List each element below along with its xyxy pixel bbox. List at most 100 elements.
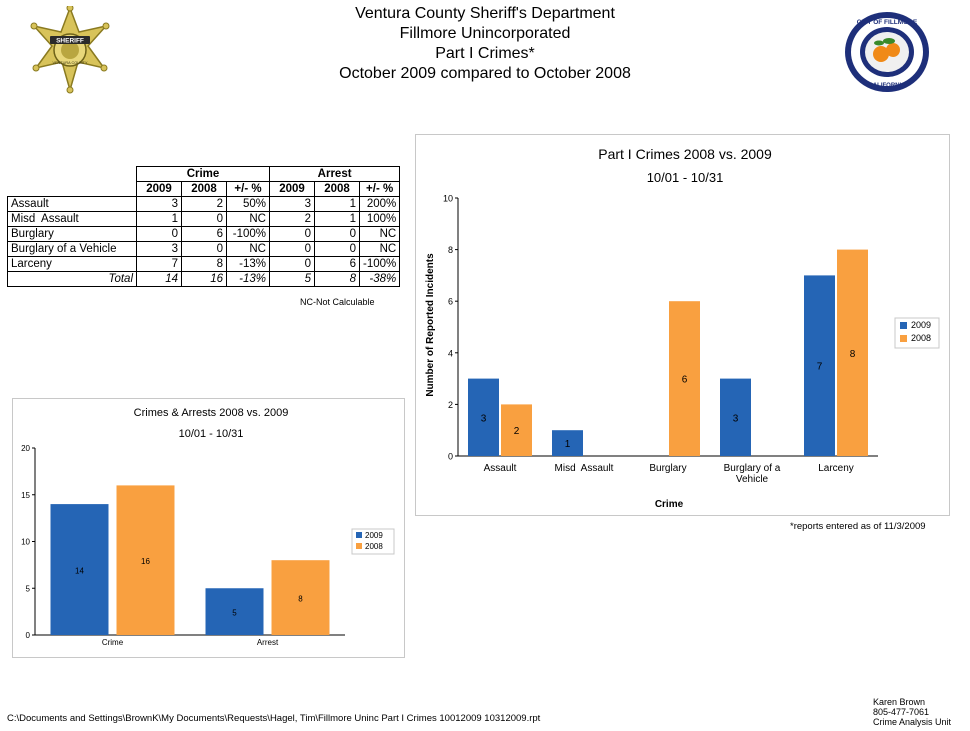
footer-file-path: C:\Documents and Settings\BrownK\My Docu… (7, 713, 541, 724)
table-row: Burglary of a Vehicle 3 0 NC 0 0 NC (7, 241, 401, 257)
y-tick-label: 20 (21, 444, 30, 453)
table-cell: 0 (269, 256, 315, 272)
table-cell: 0 (136, 226, 182, 242)
legend-label-2008: 2008 (911, 333, 931, 343)
table-cell: 0 (314, 226, 360, 242)
legend-swatch-2009 (356, 532, 362, 538)
y-tick-label: 0 (448, 452, 453, 462)
table-cell: 8 (181, 256, 227, 272)
table-row: Assault 3 2 50% 3 1 200% (7, 196, 401, 212)
bar-2009-4 (720, 378, 751, 456)
x-tick-label: Crime (102, 638, 124, 647)
table-row: Misd Assault 1 0 NC 2 1 100% (7, 211, 401, 227)
bar-2008-3 (669, 301, 700, 456)
report-header: Ventura County Sheriff's Department Fill… (230, 4, 740, 84)
header-line-2: Fillmore Unincorporated (399, 25, 571, 42)
chart-y-axis-label: Number of Reported Incidents (425, 253, 436, 397)
bar-value-label: 6 (682, 375, 688, 386)
table-cell: 100% (358, 211, 401, 227)
crimes-arrests-chart-svg: Crimes & Arrests 2008 vs. 2009 10/01 - 1… (21, 407, 395, 647)
table-cell: 6 (314, 256, 360, 272)
legend-label-2009: 2009 (365, 531, 383, 540)
table-cell: 0 (314, 241, 360, 257)
seal-top-text: CITY OF FILLMORE (857, 19, 918, 26)
table-cell: NC (358, 241, 401, 257)
table-cell: -38% (358, 271, 401, 287)
table-cell: 7 (136, 256, 182, 272)
table-sub-header: 2008 (314, 181, 360, 197)
table-cell: -13% (226, 271, 270, 287)
y-tick-label: 6 (448, 297, 453, 307)
y-tick-label: 8 (448, 245, 453, 255)
x-tick-label: Larceny (818, 463, 854, 474)
table-cell: 50% (226, 196, 270, 212)
table-total-row: Total 14 16 -13% 5 8 -38% (7, 271, 401, 287)
y-tick-label: 4 (448, 348, 453, 358)
sheriff-badge-logo: SHERIFF VENTURA COUNTY (30, 6, 110, 94)
table-cell: 3 (269, 196, 315, 212)
table-cell: NC (226, 211, 270, 227)
bar-2008-1 (501, 404, 532, 456)
bar-2008-5 (837, 249, 868, 456)
table-cell: 1 (314, 196, 360, 212)
x-tick-label: Assault (484, 463, 517, 474)
table-sub-header: 2009 (269, 181, 315, 197)
part1-crimes-chart-svg: Part I Crimes 2008 vs. 2009 10/01 - 10/3… (425, 146, 940, 510)
bar-2008-2 (271, 560, 330, 635)
x-tick-label: Misd Assault (555, 463, 614, 474)
bar-value-label: 8 (850, 349, 856, 360)
table-row: Larceny 7 8 -13% 0 6 -100% (7, 256, 401, 272)
part1-crimes-chart: Part I Crimes 2008 vs. 2009 10/01 - 10/3… (415, 134, 950, 516)
table-cell: 200% (358, 196, 401, 212)
table-cell: 3 (136, 196, 182, 212)
chart-subtitle: 10/01 - 10/31 (179, 428, 244, 440)
reports-note: *reports entered as of 11/3/2009 (790, 521, 926, 532)
table-cell: NC (358, 226, 401, 242)
table-cell: 3 (136, 241, 182, 257)
table-group-header-crime: Crime (136, 166, 270, 182)
chart-x-axis-label: Crime (655, 499, 684, 510)
bar-2009-5 (804, 275, 835, 456)
table-cell: 0 (269, 226, 315, 242)
row-label: Burglary of a Vehicle (7, 241, 137, 257)
table-sub-header: +/- % (358, 181, 401, 197)
bar-2009-1 (50, 504, 109, 635)
footer-unit: Crime Analysis Unit (873, 717, 952, 727)
bar-value-label: 14 (75, 567, 84, 576)
row-label: Misd Assault (7, 211, 137, 227)
badge-top-text: SHERIFF (56, 38, 84, 45)
footer-phone: 805-477-7061 (873, 707, 930, 717)
y-tick-label: 15 (21, 491, 30, 500)
chart-title: Part I Crimes 2008 vs. 2009 (598, 146, 772, 162)
row-label: Burglary (7, 226, 137, 242)
chart-legend: 2009 2008 (351, 528, 395, 555)
table-sub-header: 2008 (181, 181, 227, 197)
bar-value-label: 7 (817, 362, 823, 373)
row-label: Larceny (7, 256, 137, 272)
badge-bottom-text: VENTURA COUNTY (52, 61, 87, 65)
table-cell: 1 (136, 211, 182, 227)
legend-swatch-2008 (356, 543, 362, 549)
nc-note: NC-Not Calculable (300, 297, 375, 307)
y-tick-label: 2 (448, 400, 453, 410)
bar-2009-2 (552, 430, 583, 456)
x-tick-label-line2: Vehicle (736, 474, 769, 485)
header-line-3: Part I Crimes* (435, 45, 535, 62)
bar-value-label: 8 (298, 595, 303, 604)
x-tick-label: Burglary (649, 463, 686, 474)
bar-2009-1 (468, 378, 499, 456)
table-cell: NC (226, 241, 270, 257)
chart-subtitle: 10/01 - 10/31 (647, 170, 724, 185)
table-cell: 0 (269, 241, 315, 257)
table-cell: 6 (181, 226, 227, 242)
bar-value-label: 16 (141, 557, 150, 566)
bar-value-label: 3 (733, 413, 739, 424)
table-cell: 2 (269, 211, 315, 227)
bar-value-label: 5 (232, 609, 237, 618)
y-tick-label: 5 (26, 584, 31, 593)
bar-value-label: 3 (481, 413, 487, 424)
seal-bottom-text: CALIFORNIA (869, 83, 907, 89)
table-cell: 0 (181, 211, 227, 227)
crime-arrest-table: Crime Arrest 2009 2008 +/- % 2009 2008 +… (7, 166, 401, 287)
table-group-header-arrest: Arrest (268, 166, 401, 182)
